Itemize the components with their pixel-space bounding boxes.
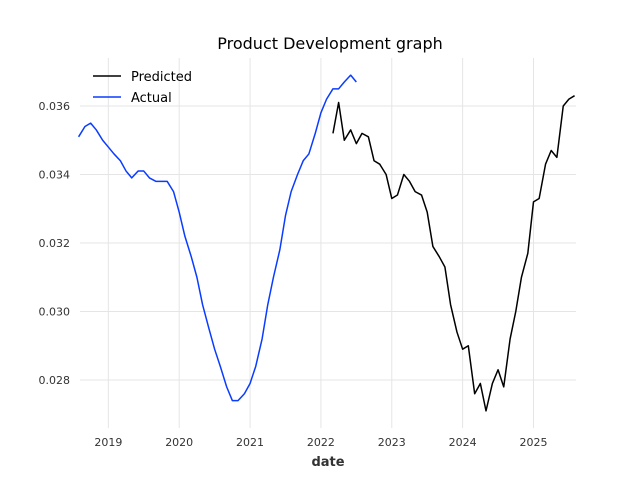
tick-layer: 2019 2020 2021 2022 2023 2024 2025 0.028 0.030 0.… <box>39 100 548 449</box>
y-tick-label: 0.032 <box>39 237 71 250</box>
legend-label-actual: Actual <box>131 91 172 106</box>
y-tick-label: 0.028 <box>39 374 71 387</box>
legend-label-predicted: Predicted <box>131 70 192 85</box>
x-tick-label: 2019 <box>94 436 122 449</box>
x-tick-label: 2020 <box>165 436 193 449</box>
y-tick-label: 0.036 <box>39 100 71 113</box>
series-line-actual <box>77 74 357 402</box>
y-tick-label: 0.030 <box>39 306 71 319</box>
x-tick-label: 2022 <box>307 436 335 449</box>
grid-layer <box>80 58 576 428</box>
y-tick-label: 0.034 <box>39 168 71 181</box>
x-tick-label: 2021 <box>236 436 264 449</box>
legend: Predicted Actual <box>93 70 192 106</box>
chart-title: Product Development graph <box>217 34 442 53</box>
x-tick-label: 2025 <box>519 436 547 449</box>
x-axis-label: date <box>311 455 344 470</box>
x-tick-label: 2023 <box>378 436 406 449</box>
x-tick-label: 2024 <box>449 436 477 449</box>
series-line-predicted <box>332 95 575 412</box>
series-layer <box>77 74 575 412</box>
